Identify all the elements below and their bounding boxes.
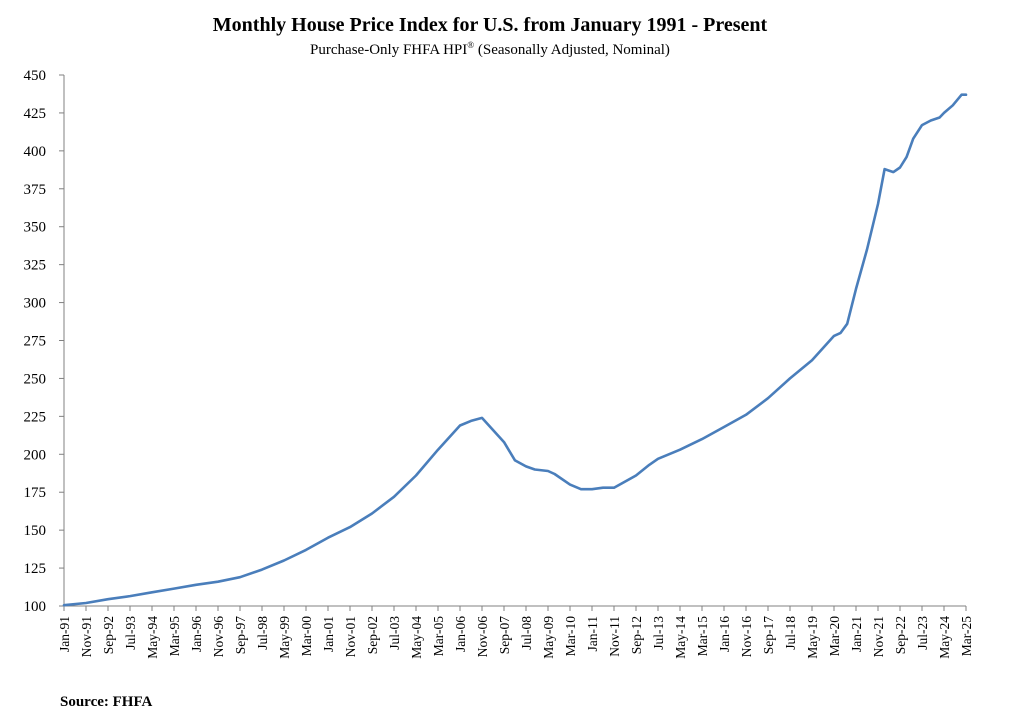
subtitle-text: Purchase-Only FHFA HPI xyxy=(310,42,468,58)
source-note: Source: FHFA xyxy=(60,694,153,710)
x-tick-label: Jul-08 xyxy=(519,616,534,650)
x-tick-label: Nov-11 xyxy=(607,616,622,657)
y-tick-label: 100 xyxy=(24,599,47,615)
x-tick-label: May-19 xyxy=(805,616,820,659)
y-tick-label: 325 xyxy=(24,258,47,274)
x-tick-label: Jul-23 xyxy=(915,616,930,650)
x-tick-label: Mar-00 xyxy=(299,616,314,656)
x-tick-label: Jul-98 xyxy=(255,616,270,650)
y-tick-label: 425 xyxy=(24,106,47,122)
chart-subtitle: Purchase-Only FHFA HPI® (Seasonally Adju… xyxy=(0,40,980,59)
x-tick-label: Mar-05 xyxy=(431,616,446,656)
x-tick-label: Jan-16 xyxy=(717,616,732,652)
y-tick-label: 400 xyxy=(24,144,47,160)
chart-title: Monthly House Price Index for U.S. from … xyxy=(212,14,768,36)
x-tick-label: Nov-01 xyxy=(343,616,358,657)
hpi-series-line xyxy=(62,93,968,607)
x-tick-label: Nov-16 xyxy=(739,616,754,657)
y-tick-label: 200 xyxy=(24,447,47,463)
x-tick-label: Mar-95 xyxy=(167,616,182,656)
x-tick-label: Jul-03 xyxy=(387,616,402,650)
y-tick-label: 150 xyxy=(24,523,47,539)
x-tick-label: Sep-22 xyxy=(893,616,908,654)
x-tick-label: Sep-12 xyxy=(629,616,644,654)
x-tick-label: Sep-07 xyxy=(497,616,512,654)
registered-mark: ® xyxy=(467,40,475,50)
y-tick-label: 450 xyxy=(24,68,47,84)
x-tick-label: Jan-21 xyxy=(849,616,864,652)
x-tick-label: May-94 xyxy=(145,616,160,659)
subtitle-suffix: (Seasonally Adjusted, Nominal) xyxy=(474,42,670,58)
y-tick-label: 275 xyxy=(24,334,47,350)
x-tick-label: May-24 xyxy=(937,616,952,659)
x-tick-label: Mar-10 xyxy=(563,616,578,656)
x-tick-label: May-04 xyxy=(409,616,424,659)
x-tick-label: Jan-96 xyxy=(189,616,204,652)
x-tick-label: Nov-21 xyxy=(871,616,886,657)
x-tick-label: Nov-96 xyxy=(211,616,226,657)
x-tick-label: May-14 xyxy=(673,616,688,659)
series-group xyxy=(62,93,968,607)
x-tick-label: Jul-18 xyxy=(783,616,798,650)
x-tick-label: Jul-13 xyxy=(651,616,666,650)
x-tick-label: Sep-92 xyxy=(101,616,116,654)
x-axis: Jan-91 Nov-91 Sep-92 Jul-93 May-94 Mar-95 Jan-… xyxy=(57,605,974,659)
x-tick-label: May-99 xyxy=(277,616,292,659)
x-tick-label: Nov-06 xyxy=(475,616,490,657)
y-tick-label: 125 xyxy=(24,561,47,577)
x-tick-label: Sep-97 xyxy=(233,616,248,654)
x-tick-label: May-09 xyxy=(541,616,556,659)
x-tick-label: Jan-11 xyxy=(585,616,600,652)
x-tick-label: Mar-25 xyxy=(959,616,974,656)
x-tick-label: Mar-15 xyxy=(695,616,710,656)
y-axis: 100 125 150 175 200 225 250 275 300 325 350 375 400 4… xyxy=(24,68,65,615)
y-tick-label: 375 xyxy=(24,182,47,198)
x-tick-label: Jan-91 xyxy=(57,616,72,652)
y-tick-label: 225 xyxy=(24,409,47,425)
y-tick-label: 175 xyxy=(24,485,47,501)
x-tick-label: Jul-93 xyxy=(123,616,138,650)
x-tick-label: Sep-17 xyxy=(761,616,776,654)
x-tick-label: Nov-91 xyxy=(79,616,94,657)
y-tick-label: 300 xyxy=(24,296,47,312)
x-tick-label: Mar-20 xyxy=(827,616,842,656)
y-tick-label: 350 xyxy=(24,220,47,236)
x-tick-label: Jan-01 xyxy=(321,616,336,652)
y-tick-label: 250 xyxy=(24,371,47,387)
x-tick-label: Sep-02 xyxy=(365,616,380,654)
x-tick-label: Jan-06 xyxy=(453,616,468,652)
